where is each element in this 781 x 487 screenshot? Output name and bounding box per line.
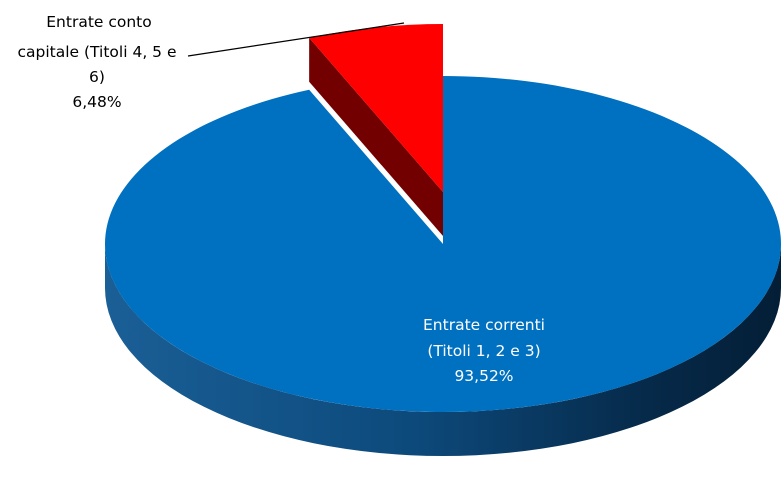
slice-label-capital: Entrate conto capitale (Titoli 4, 5 e 6)… <box>18 13 177 111</box>
slice-label-capital-line-1: Entrate conto <box>46 13 152 31</box>
slice-wall-capital-left <box>309 37 443 236</box>
slice-tops <box>104 24 781 413</box>
slice-value-current: 93,52% <box>454 367 513 385</box>
slice-value-capital: 6,48% <box>72 93 121 111</box>
slice-label-current: Entrate correnti (Titoli 1, 2 e 3) 93,52… <box>423 316 545 385</box>
slice-label-capital-line-3: 6) <box>89 68 105 86</box>
leader-line <box>187 22 405 57</box>
slice-label-current-line-1: Entrate correnti <box>423 316 545 334</box>
slice-label-current-line-2: (Titoli 1, 2 e 3) <box>427 342 540 360</box>
slice-label-capital-line-2: capitale (Titoli 4, 5 e <box>18 43 177 61</box>
slice-current <box>104 76 781 413</box>
slice-capital <box>309 24 443 192</box>
slice-side-current <box>105 244 781 456</box>
slice-sides <box>105 37 781 456</box>
